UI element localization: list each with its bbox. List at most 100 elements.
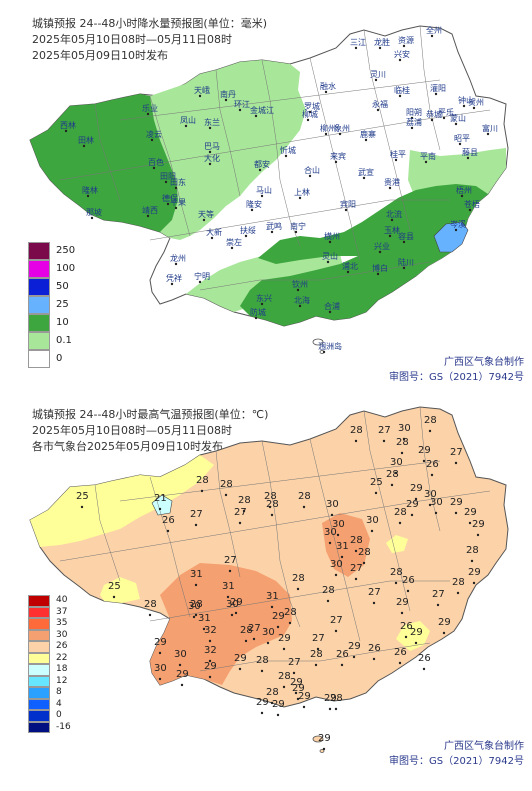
temperature-value: 30 [332,519,345,530]
temp-area-yellow-west [100,577,140,603]
city-label: 忻城 [280,145,296,155]
temp-legend-swatch [28,652,50,664]
temperature-value: 29 [324,693,337,704]
city-marker [64,129,68,133]
city-marker [390,218,394,222]
city-marker [308,174,312,178]
city-label: 田林 [78,135,94,145]
temperature-value: 28 [238,495,251,506]
city-marker [270,230,274,234]
station-marker [414,497,418,501]
station-marker [382,439,386,443]
temp-credit-review-number: 审图号：GS（2021）7942号 [389,756,524,767]
station-marker [112,595,116,599]
precip-area-light-green-south [172,246,344,312]
station-marker [268,505,272,509]
city-label: 平果 [170,198,186,207]
temp-legend-swatch [28,629,50,641]
precip-issue-time: 2025年05月09日10时发布 [32,49,168,62]
temperature-value: 30 [154,663,167,674]
station-marker [178,663,182,667]
city-label: 天等 [198,209,214,219]
temperature-value: 29 [472,519,485,530]
station-marker [410,513,414,517]
station-marker [260,669,264,673]
city-label: 涠洲岛 [318,341,342,351]
precip-credit: 广西区气象台制作 审图号：GS（2021）7942号 [389,355,524,385]
station-marker [400,451,404,455]
city-marker [462,104,466,108]
station-marker [334,573,338,577]
precip-legend-label: 0 [56,353,63,364]
station-marker [422,459,426,463]
temperature-value: 27 [450,447,463,458]
station-marker [226,595,230,599]
temperature-value: 30 [226,599,239,610]
city-marker [468,208,472,212]
temperature-value: 25 [76,491,89,502]
temperature-value: 30 [174,649,187,660]
temperature-value: 28 [350,535,363,546]
station-marker [208,639,212,643]
temp-legend-swatch [28,687,50,699]
temperature-value: 28 [298,491,311,502]
station-marker [406,589,410,593]
city-label: 马山 [256,185,272,195]
city-label: 防城 [250,307,266,317]
city-marker [410,126,414,130]
city-label: 藤县 [462,147,478,157]
precip-legend-swatch [28,278,50,296]
temperature-value: 31 [198,613,211,624]
station-marker [468,521,472,525]
temperature-value: 28 [292,573,305,584]
temperature-value: 29 [204,661,217,672]
station-marker [334,629,338,633]
city-marker [82,144,86,148]
temperature-value: 29 [396,597,409,608]
city-label: 西林 [60,120,76,130]
temperature-value: 28 [394,507,407,518]
station-marker [148,613,152,617]
city-marker [208,126,212,130]
city-label: 昭平 [454,134,470,143]
temperature-value: 29 [410,627,423,638]
city-label: 钟山 [458,95,474,105]
station-marker [296,587,300,591]
city-marker [202,218,206,222]
city-label: 阳朔 [406,107,422,117]
city-marker [260,302,264,306]
city-marker [174,262,178,266]
xieyang-island-temp [319,749,325,753]
city-label: 横州 [324,231,340,241]
station-marker [292,671,296,675]
city-marker [298,304,302,308]
city-label: 资源 [398,35,414,45]
city-label: 大化 [204,153,220,163]
precip-legend-swatch [28,314,50,332]
station-marker [314,663,318,667]
city-label: 武鸣 [266,221,282,231]
temperature-value: 28 [424,415,437,426]
city-label: 扶绥 [240,225,256,235]
city-label: 环江 [234,100,250,109]
city-marker [170,282,174,286]
city-marker [434,92,438,96]
city-marker [394,158,398,162]
temperature-value: 28 [264,491,277,502]
station-marker [470,559,474,563]
city-label: 合山 [304,165,320,175]
city-marker [164,180,168,184]
temperature-value: 29 [464,507,477,518]
temp-legend-label: -16 [56,721,71,732]
station-marker [394,471,398,475]
city-marker [430,34,434,38]
city-label: 凭祥 [166,273,182,283]
temp-legend-label: 4 [56,698,62,709]
station-marker [326,599,330,603]
city-marker [254,114,258,118]
temp-issue-time: 各市气象台2025年05月09日10时发布 [32,440,223,453]
temperature-value: 28 [284,607,297,618]
station-marker [354,549,358,553]
city-marker [398,94,402,98]
